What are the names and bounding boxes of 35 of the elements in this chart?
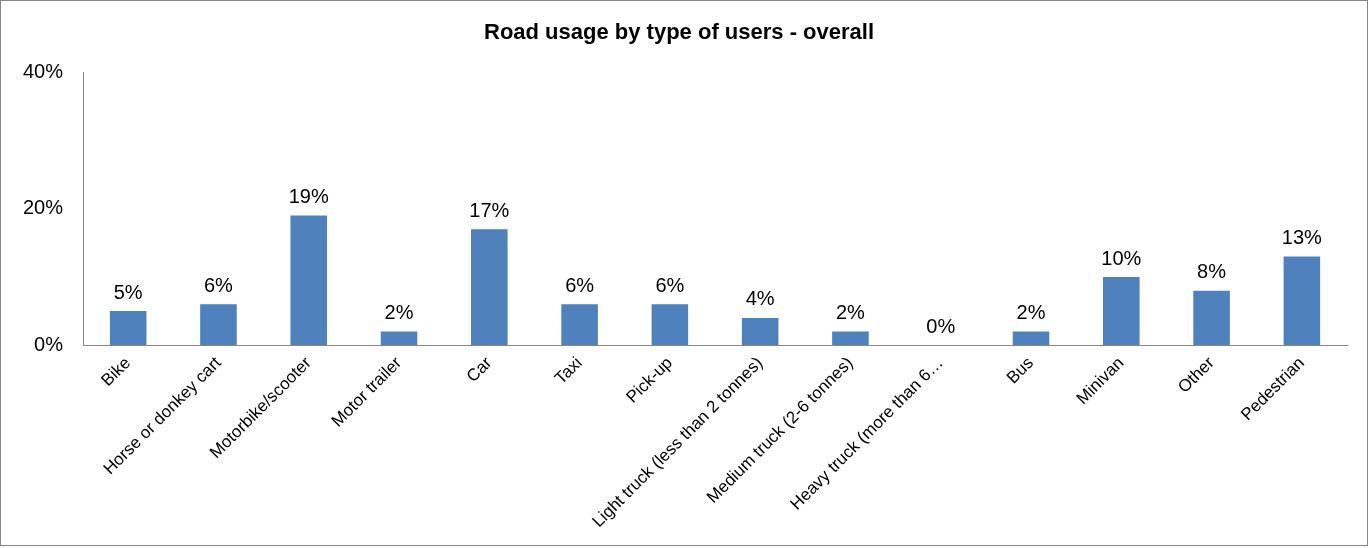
bar bbox=[1103, 277, 1140, 346]
x-tick-label: Taxi bbox=[550, 353, 586, 388]
bar bbox=[1283, 256, 1321, 346]
bar bbox=[651, 304, 689, 346]
x-tick-label: Car bbox=[462, 352, 496, 386]
bar bbox=[109, 311, 147, 346]
y-tick-label: 0% bbox=[34, 332, 64, 355]
data-label: 8% bbox=[1197, 260, 1227, 283]
bar bbox=[832, 331, 869, 346]
data-label: 5% bbox=[113, 280, 143, 303]
bar bbox=[380, 331, 418, 346]
chart-title: Road usage by type of users - overall bbox=[483, 19, 875, 45]
data-label: 6% bbox=[204, 273, 234, 296]
x-tick-label: Bus bbox=[1003, 353, 1038, 388]
x-tick-label: Bike bbox=[97, 353, 135, 390]
data-label: 17% bbox=[469, 198, 510, 221]
data-label: 0% bbox=[926, 314, 956, 337]
data-label: 2% bbox=[384, 301, 414, 324]
data-label: 13% bbox=[1281, 226, 1323, 249]
data-label: 2% bbox=[835, 301, 866, 324]
bar bbox=[561, 304, 598, 346]
bar bbox=[741, 317, 779, 346]
data-label: 6% bbox=[565, 273, 595, 296]
y-tick-label: 20% bbox=[23, 196, 64, 219]
data-label: 10% bbox=[1101, 246, 1142, 269]
data-label: 19% bbox=[288, 185, 329, 208]
bar bbox=[1012, 331, 1050, 346]
y-tick-label: 40% bbox=[23, 59, 64, 82]
bar bbox=[471, 229, 508, 346]
bar bbox=[200, 304, 237, 346]
bar bbox=[290, 215, 328, 346]
data-label: 2% bbox=[1016, 301, 1046, 324]
data-label: 6% bbox=[655, 273, 685, 296]
bar bbox=[1193, 290, 1230, 346]
data-label: 4% bbox=[745, 287, 775, 310]
